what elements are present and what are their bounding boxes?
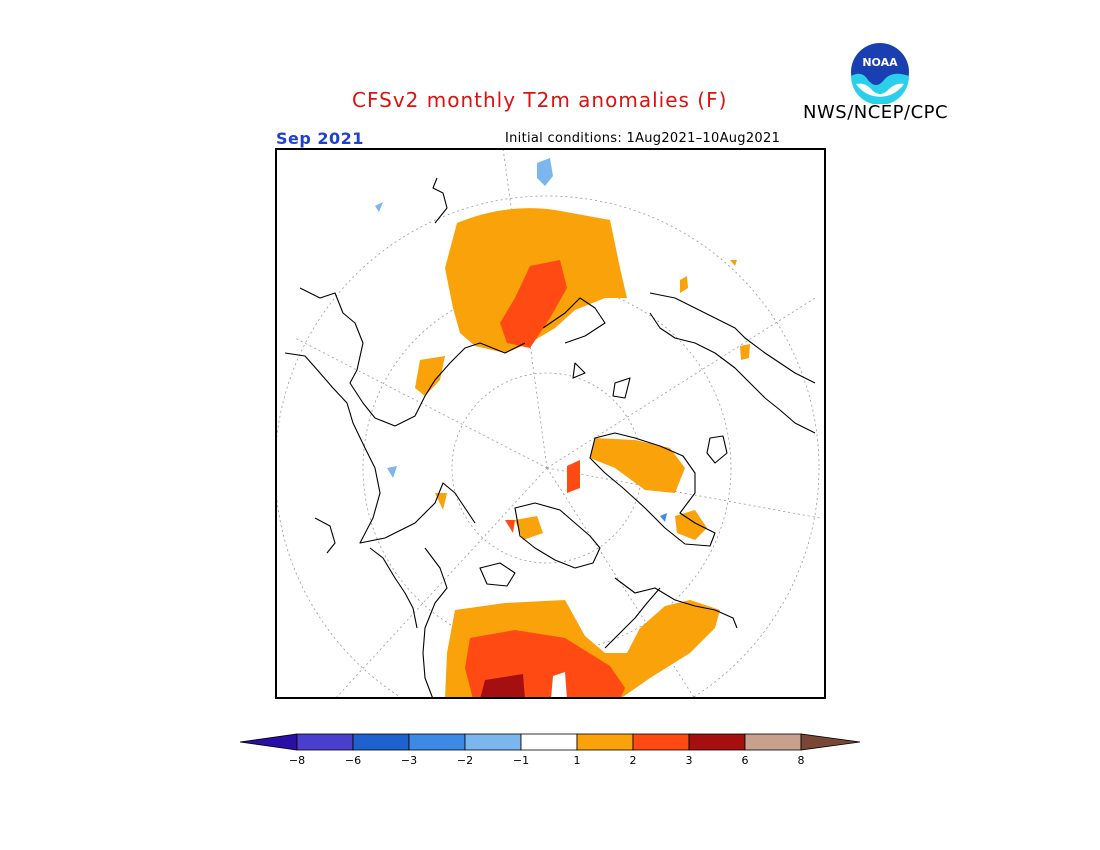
colorbar-tick-label: −1 <box>513 754 529 767</box>
colorbar-swatch-high <box>800 733 861 751</box>
colorbar-swatches <box>239 733 861 751</box>
valid-month-label: Sep 2021 <box>276 129 364 148</box>
map-title: CFSv2 monthly T2m anomalies (F) <box>352 88 728 112</box>
colorbar-tick-label: 2 <box>630 754 637 767</box>
colorbar-swatch <box>520 733 578 751</box>
colorbar-tick-label: 1 <box>574 754 581 767</box>
coastlines <box>284 177 816 699</box>
colorbar-swatch <box>688 733 746 751</box>
colorbar-tick-label: −6 <box>345 754 361 767</box>
initial-conditions-label: Initial conditions: 1Aug2021–10Aug2021 <box>505 131 781 146</box>
colorbar-swatch <box>352 733 410 751</box>
anomaly-region-north-america <box>445 600 720 699</box>
noaa-logo-icon: NOAA <box>849 41 911 104</box>
colorbar-tick-label: −3 <box>401 754 417 767</box>
anomaly-region-greenland <box>387 438 707 540</box>
colorbar-swatch <box>632 733 690 751</box>
colorbar-tick-label: 6 <box>742 754 749 767</box>
anomaly-region-asia <box>375 158 750 396</box>
colorbar-tick-label: 8 <box>798 754 805 767</box>
colorbar-tick-label: −2 <box>457 754 473 767</box>
colorbar-swatch-low <box>239 733 298 751</box>
colorbar-swatch <box>576 733 634 751</box>
colorbar-swatch <box>296 733 354 751</box>
polar-map <box>275 148 826 699</box>
colorbar-swatch <box>408 733 466 751</box>
svg-text:NOAA: NOAA <box>862 56 898 69</box>
colorbar: −8 −6 −3 −2 −1 1 2 3 6 8 <box>239 733 861 767</box>
colorbar-labels: −8 −6 −3 −2 −1 1 2 3 6 8 <box>289 754 805 767</box>
colorbar-tick-label: −8 <box>289 754 305 767</box>
colorbar-swatch <box>744 733 802 751</box>
colorbar-swatch <box>464 733 522 751</box>
agency-label: NWS/NCEP/CPC <box>803 102 949 123</box>
colorbar-tick-label: 3 <box>686 754 693 767</box>
